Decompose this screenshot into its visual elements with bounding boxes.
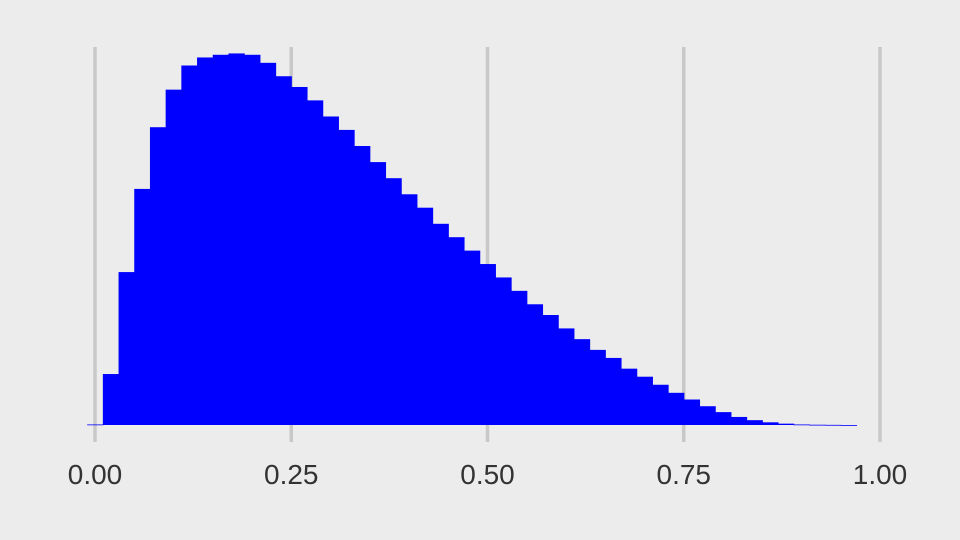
histogram-bar <box>636 376 653 425</box>
histogram-bar <box>244 54 261 426</box>
histogram-bar <box>275 76 292 425</box>
histogram-bar <box>385 178 402 425</box>
histogram-bar <box>354 145 371 425</box>
histogram-bar <box>432 223 449 425</box>
histogram-bar <box>840 425 858 426</box>
histogram-bar <box>683 399 701 425</box>
histogram-bar <box>228 53 245 426</box>
histogram-bar <box>730 416 748 425</box>
histogram-bar <box>149 127 167 425</box>
x-tick-label: 0.25 <box>264 459 319 490</box>
histogram-bar <box>511 290 528 425</box>
histogram-bar <box>495 277 512 425</box>
histogram-bar <box>259 62 277 426</box>
x-tick-label: 0.75 <box>657 459 712 490</box>
x-tick-label: 0.50 <box>460 459 515 490</box>
histogram-bar <box>715 412 732 425</box>
histogram-bar <box>668 392 685 425</box>
histogram-bar <box>291 86 308 425</box>
x-axis-ticks: 0.00 0.25 0.50 0.75 1.00 <box>68 459 908 490</box>
histogram-bar <box>197 57 214 426</box>
histogram-bar <box>181 65 198 425</box>
histogram-bar <box>448 237 465 425</box>
histogram-bar <box>338 129 355 425</box>
histogram-bar <box>652 384 669 425</box>
histogram-bar <box>605 357 622 425</box>
histogram-bar <box>401 194 418 425</box>
histogram-bar <box>699 406 716 425</box>
histogram-bar <box>87 424 104 426</box>
histogram-bar <box>573 339 591 425</box>
histogram-bar <box>102 374 120 425</box>
histogram-bar <box>479 264 496 425</box>
histogram-bar <box>306 100 324 426</box>
x-tick-label: 1.00 <box>853 459 908 490</box>
histogram-bar <box>777 423 795 425</box>
histogram-bar <box>369 162 387 425</box>
histogram-bar <box>558 328 575 425</box>
histogram-bar <box>589 349 606 425</box>
histogram-bar <box>463 250 481 425</box>
histogram-bars <box>87 53 858 426</box>
histogram-bar <box>165 89 182 425</box>
histogram-bar <box>416 207 434 425</box>
histogram-bar <box>809 424 826 426</box>
histogram-bar <box>746 420 763 425</box>
x-tick-label: 0.00 <box>68 459 123 490</box>
histogram-bar <box>620 368 638 425</box>
histogram-bar <box>825 424 842 426</box>
histogram-bar <box>322 116 339 425</box>
histogram-bar <box>793 424 810 426</box>
histogram-bar <box>212 54 230 426</box>
histogram-bar <box>542 315 559 425</box>
histogram-bar <box>762 422 779 425</box>
histogram-bar <box>134 188 151 425</box>
histogram-bar <box>526 304 544 425</box>
histogram-bar <box>118 272 135 425</box>
